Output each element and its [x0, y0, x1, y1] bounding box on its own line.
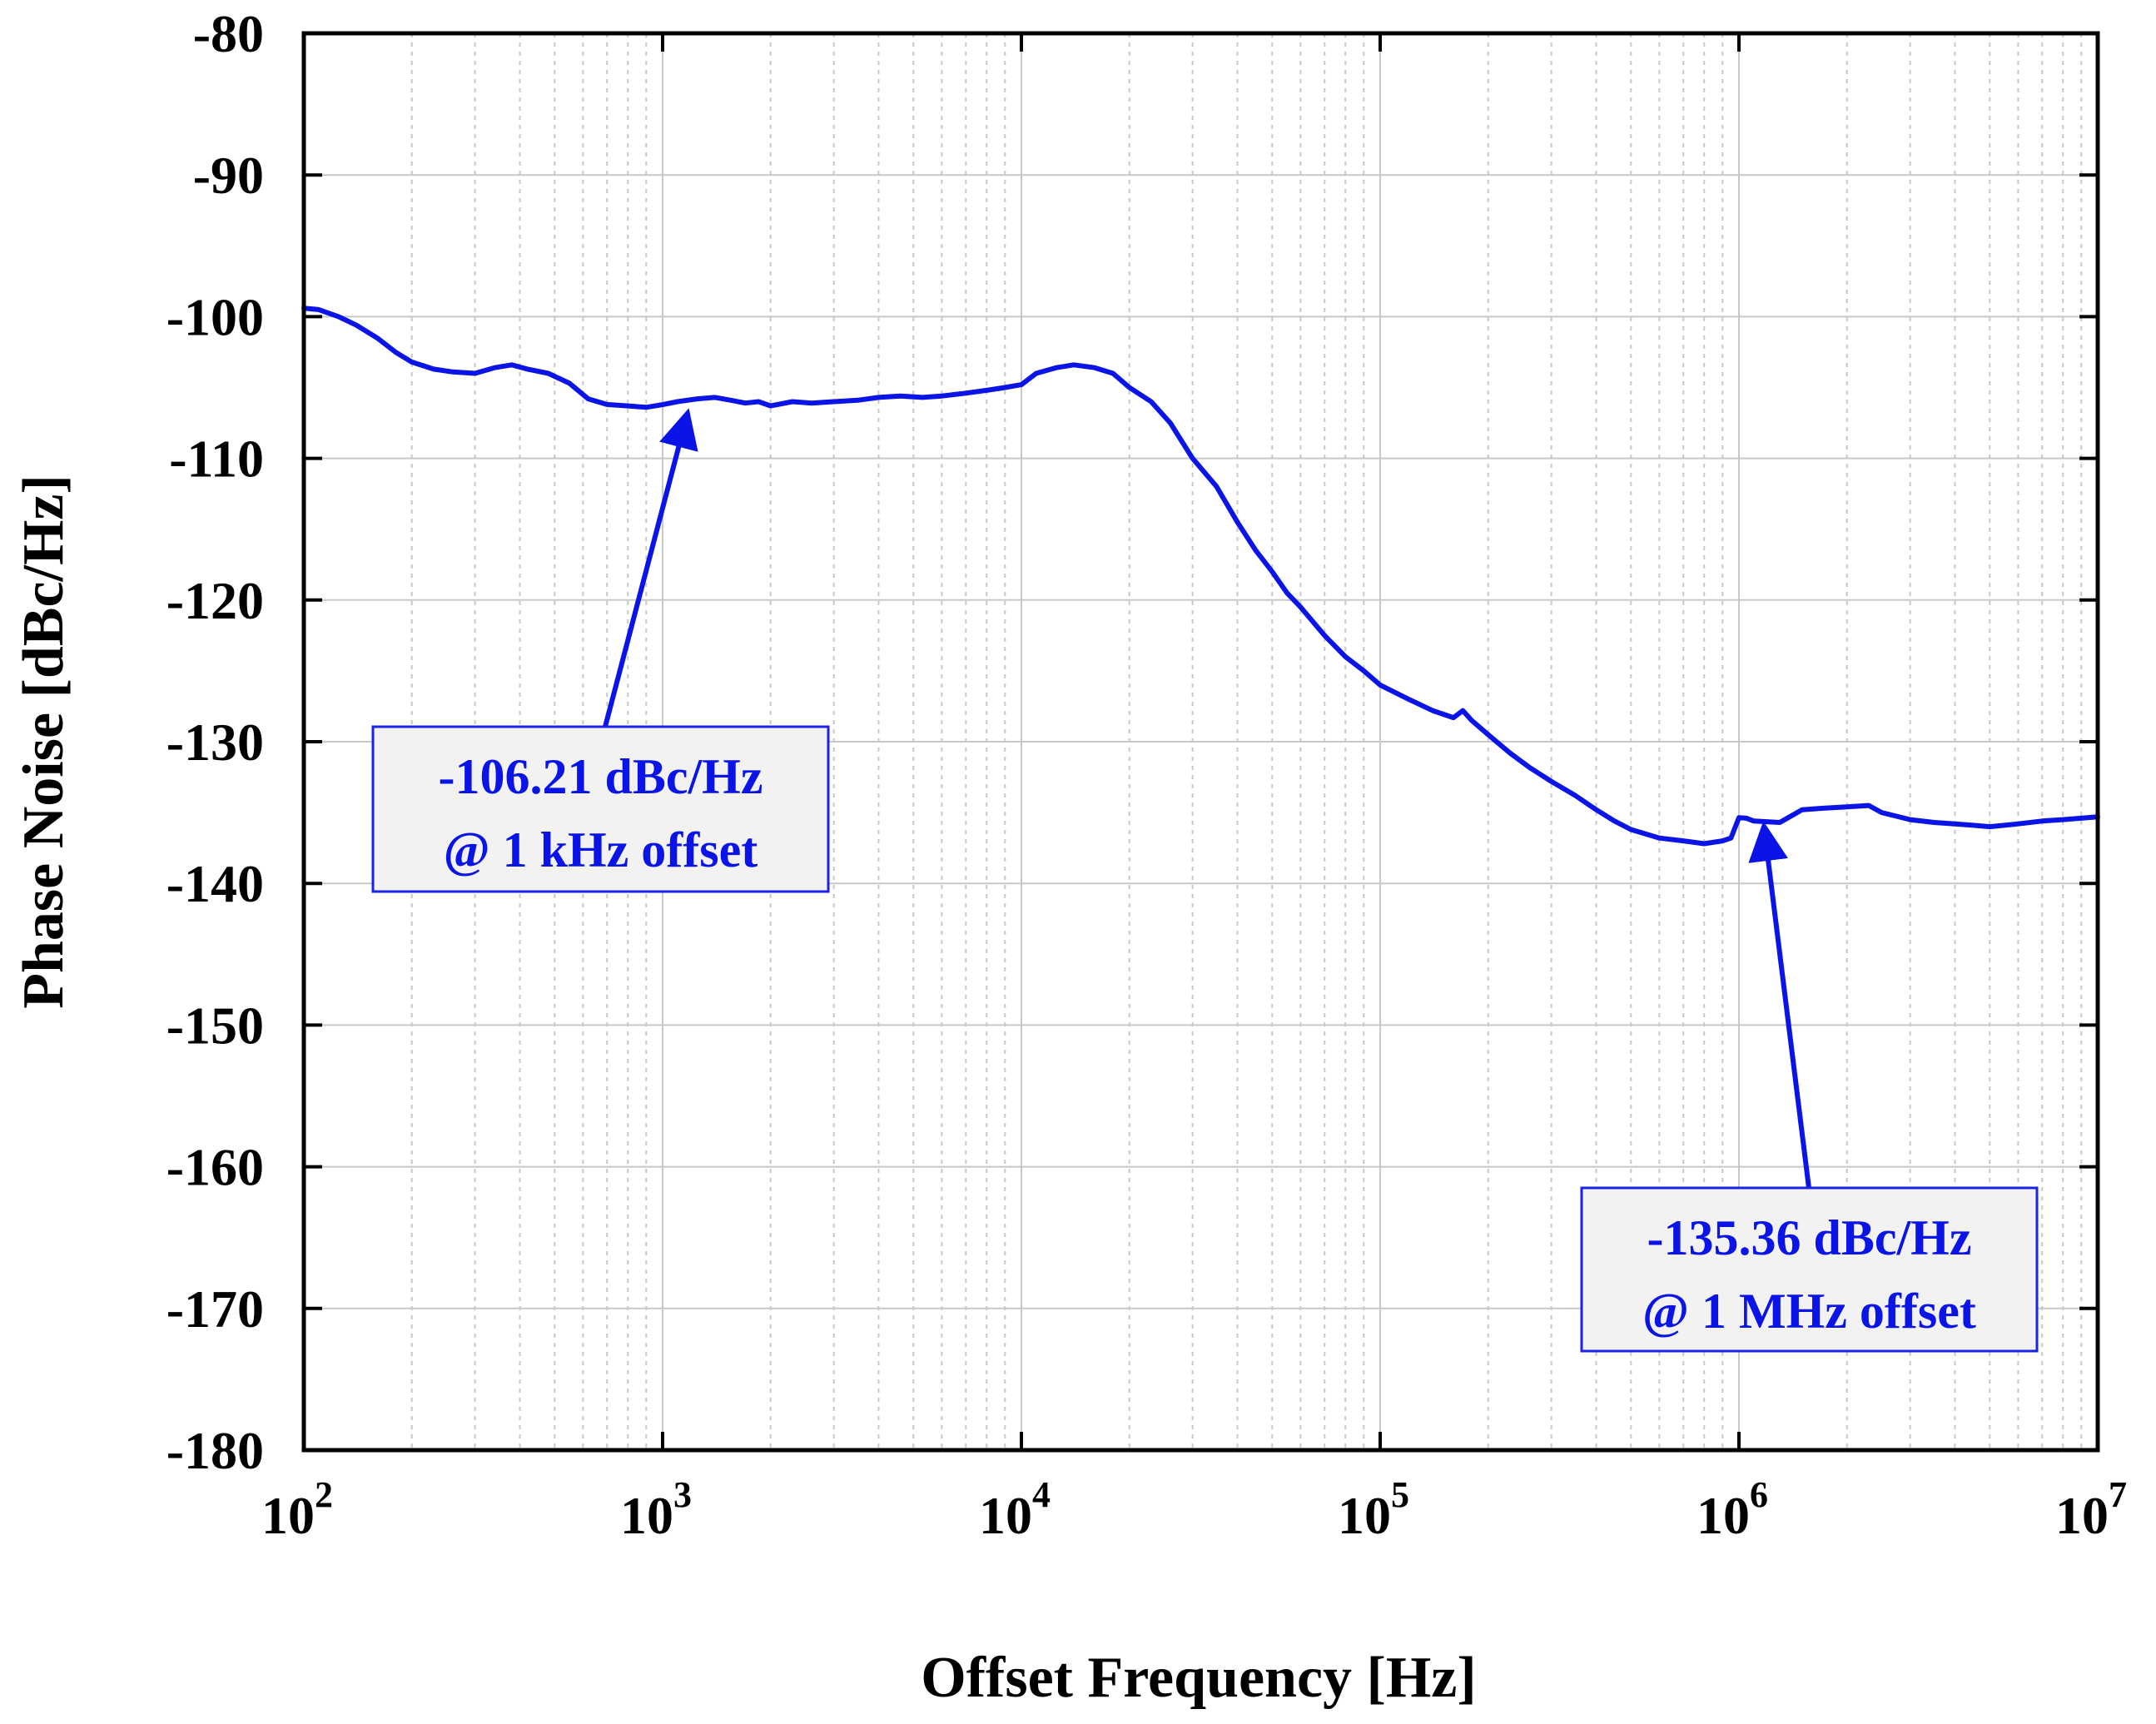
annotation-value: -135.36 dBc/Hz	[1647, 1210, 1972, 1265]
annotation-box	[1580, 1186, 2039, 1353]
y-tick-label: -120	[166, 571, 264, 630]
y-tick-label: -160	[166, 1138, 264, 1197]
y-tick-label: -110	[169, 430, 264, 489]
x-tick-label: 104	[979, 1474, 1051, 1545]
annotation-value: -106.21 dBc/Hz	[439, 749, 763, 804]
x-tick-label: 105	[1338, 1474, 1409, 1545]
x-tick-label: 102	[261, 1474, 333, 1545]
phase-noise-series-line	[301, 306, 2100, 847]
series-layer	[301, 306, 2100, 847]
y-tick-label: -140	[166, 854, 264, 913]
x-tick-label: 103	[620, 1474, 692, 1545]
annotations: -106.21 dBc/Hz @ 1 kHz offset -135.36 dBc/…	[371, 408, 2039, 1353]
x-tick-label: 106	[1696, 1474, 1768, 1545]
annotation-arrow	[1748, 821, 1811, 1189]
y-axis-ticks: -80 -90 -100 -110 -120 -130 -140 -150 -160 -170 -1…	[166, 4, 2098, 1480]
annotation-offset: @ 1 MHz offset	[1642, 1284, 1976, 1339]
x-tick-label: 107	[2055, 1474, 2127, 1545]
annotation-arrow	[603, 408, 698, 728]
y-tick-label: -150	[166, 996, 264, 1055]
y-tick-label: -180	[166, 1421, 264, 1480]
x-axis-ticks: 102 103 104 105 106 107	[261, 33, 2127, 1545]
y-tick-label: -100	[166, 287, 264, 346]
annotation-offset: @ 1 kHz offset	[444, 822, 758, 877]
x-axis-title: Offset Frequency [Hz]	[921, 1646, 1476, 1710]
y-tick-label: -170	[166, 1279, 264, 1339]
annotation-box	[371, 725, 830, 893]
grid	[304, 33, 2098, 1450]
y-tick-label: -90	[193, 146, 264, 205]
y-tick-label: -80	[193, 4, 264, 63]
y-tick-label: -130	[166, 713, 264, 772]
y-axis-title: Phase Noise [dBc/Hz]	[12, 474, 76, 1009]
